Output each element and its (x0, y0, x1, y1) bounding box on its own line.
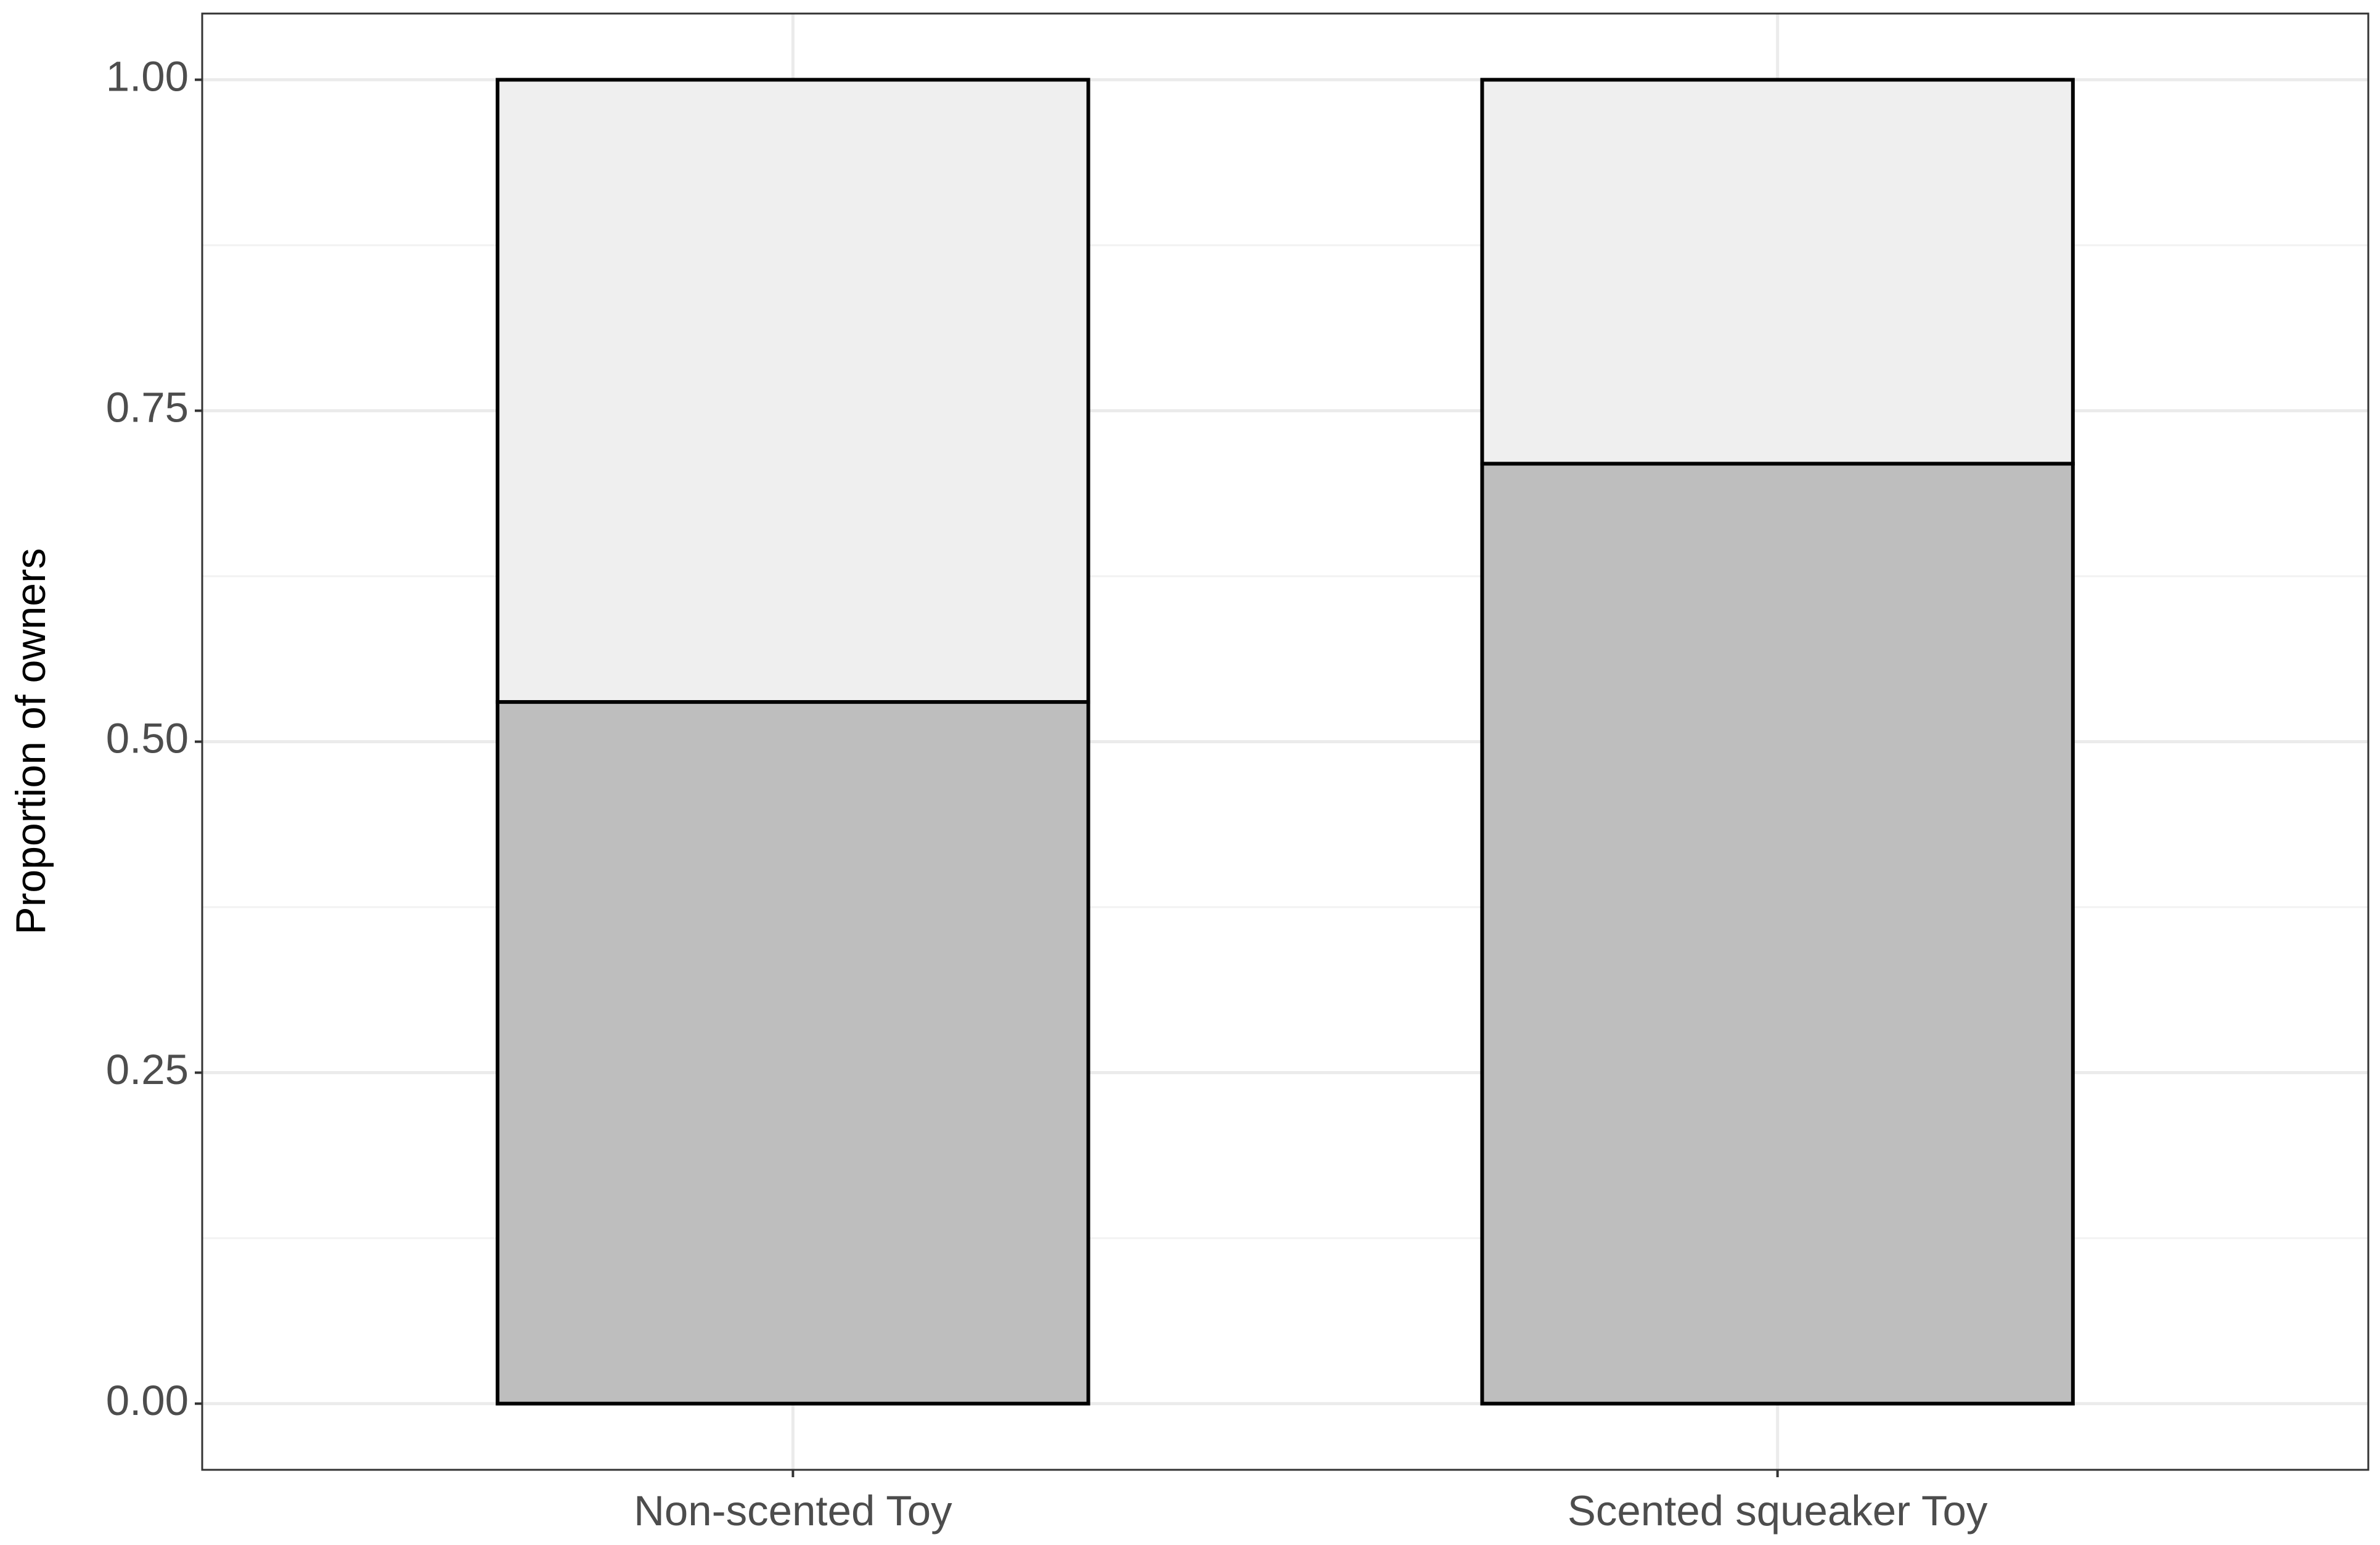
y-tick-label: 0.00 (106, 1377, 189, 1424)
y-tick-label: 1.00 (106, 53, 189, 100)
y-tick-label: 0.75 (106, 384, 189, 431)
bar-segment (496, 700, 1090, 1406)
bars (496, 78, 2075, 1406)
y-axis-title: Proportion of owners (7, 548, 54, 934)
x-tick-label: Non-scented Toy (634, 1487, 952, 1535)
bar-segment (1480, 462, 2075, 1406)
bar-segment (1480, 78, 2075, 466)
bar-segment (496, 78, 1090, 704)
y-tick-label: 0.25 (106, 1046, 189, 1093)
y-tick-label: 0.50 (106, 715, 189, 762)
x-tick-label: Scented squeaker Toy (1568, 1487, 1988, 1535)
